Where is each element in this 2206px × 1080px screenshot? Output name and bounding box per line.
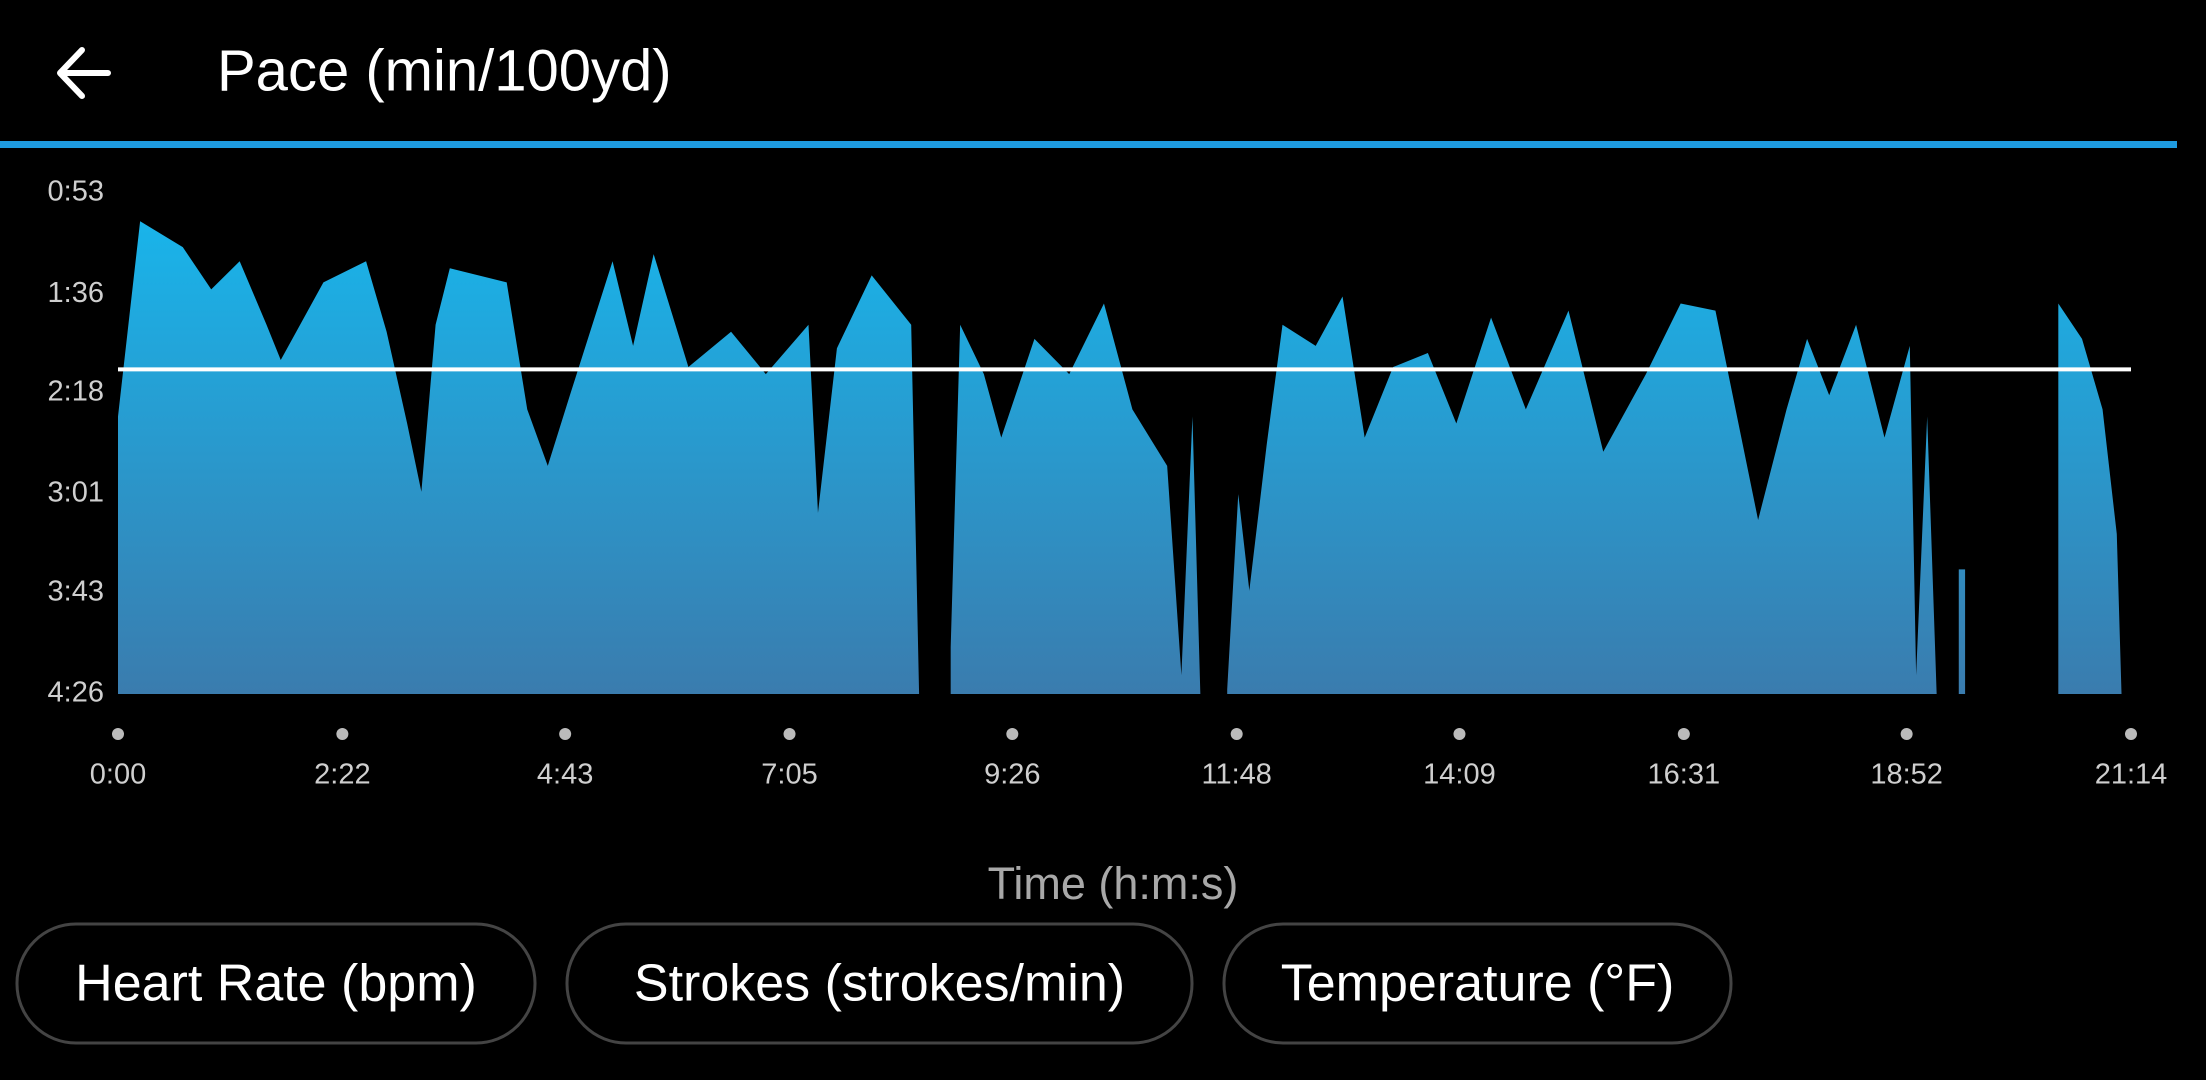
x-tick-dot [336,728,349,740]
x-tick-dot [559,728,572,740]
back-arrow[interactable] [57,47,111,99]
x-axis-title: Time (h:m:s) [988,858,1239,909]
y-tick-label: 0:53 [48,176,104,208]
x-tick-label: 4:43 [537,759,593,791]
pace-area [118,221,2122,695]
y-tick-label: 2:18 [48,376,104,408]
x-tick-dot [1006,728,1019,740]
button-label[interactable]: Heart Rate (bpm) [75,955,477,1013]
button-outline[interactable] [565,922,1194,1045]
x-tick-label: 2:22 [314,759,370,791]
metric-button[interactable]: Heart Rate (bpm) [15,922,537,1045]
x-tick-dot [112,728,124,740]
x-tick-label: 9:26 [984,759,1040,791]
y-tick-label: 1:36 [48,277,104,309]
button-outline[interactable] [15,922,537,1045]
x-tick-dot [1900,728,1913,740]
x-tick-dot [1230,728,1243,740]
y-tick-label: 4:26 [48,677,104,709]
metric-button[interactable]: Temperature (°F) [1222,922,1733,1045]
x-tick-label: 21:14 [2095,759,2168,791]
x-tick-dot [2125,728,2137,740]
page-title: Pace (min/100yd) [217,38,672,103]
x-tick-label: 16:31 [1648,759,1721,791]
metric-button[interactable]: Strokes (strokes/min) [565,922,1194,1045]
x-tick-dot [783,728,796,740]
button-label[interactable]: Temperature (°F) [1281,955,1675,1013]
x-tick-dot [1677,728,1690,740]
x-tick-label: 0:00 [90,759,146,791]
button-outline[interactable] [1222,922,1733,1045]
button-label[interactable]: Strokes (strokes/min) [634,955,1125,1013]
x-tick-label: 14:09 [1423,759,1496,791]
x-tick-label: 7:05 [761,759,817,791]
header-underline [0,141,2177,148]
y-tick-label: 3:01 [48,477,104,509]
x-tick-label: 11:48 [1201,759,1271,791]
y-tick-label: 3:43 [48,576,104,608]
back-button[interactable] [57,47,111,99]
x-tick-label: 18:52 [1870,759,1943,791]
x-tick-dot [1453,728,1466,740]
